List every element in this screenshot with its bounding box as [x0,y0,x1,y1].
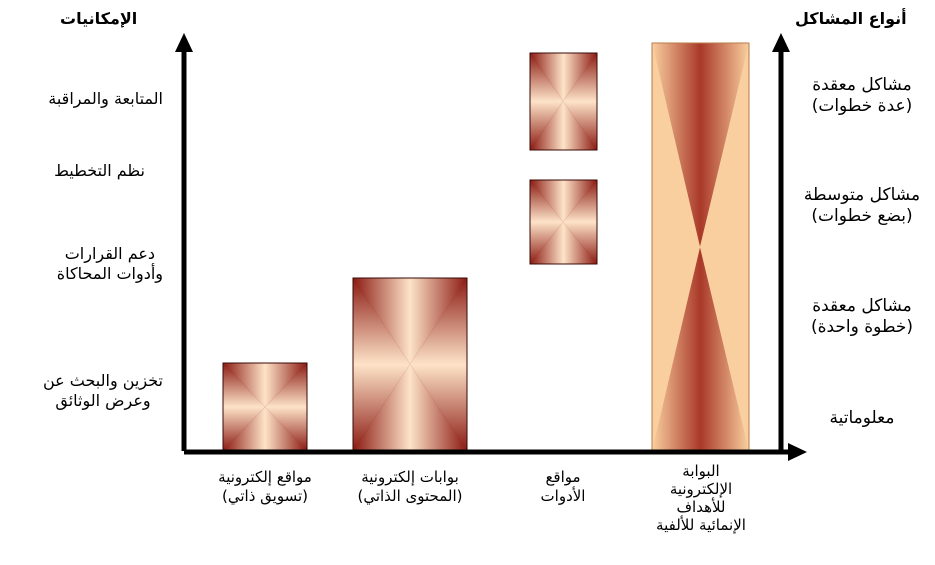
left-axis-arrowhead [175,33,193,52]
box-tool-sites-lower [529,179,598,265]
box-mdg-portal [651,42,750,452]
box-self-marketing-sites [222,362,308,452]
axes [175,33,807,461]
right-label-complex-multistep: مشاكل معقدة (عدة خطوات) [811,75,913,117]
right-axis-arrowhead [772,33,790,52]
right-label-informational: معلوماتية [829,408,895,428]
bottom-label-tool-sites: مواقع الأدوات [540,468,586,505]
horizontal-axis-arrowhead [788,443,807,461]
left-label-document-storage: تخزين والبحث عن وعرض الوثائق [42,371,163,410]
left-label-decision-support: دعم القرارات وأدوات المحاكاة [56,244,163,283]
bottom-label-mdg-portal: البوابة الإلكترونية للأهداف الإنمائية لل… [656,462,746,534]
box-self-content-portals [352,277,468,452]
left-label-planning-systems: نظم التخطيط [54,161,145,180]
box-tool-sites-upper [529,52,598,151]
right-label-complex-onestep: مشاكل معقدة (خطوة واحدة) [810,296,914,338]
bottom-label-self-marketing-sites: مواقع إلكترونية (تسويق ذاتي) [218,468,312,505]
bottom-label-self-content-portals: بوابات إلكترونية (المحتوى الذاتي) [357,468,463,505]
left-label-monitoring: المتابعة والمراقبة [48,89,163,108]
left-axis-title: الإمكانيات [60,9,138,28]
right-axis-title: أنواع المشاكل [795,9,907,28]
right-label-medium-fewsteps: مشاكل متوسطة (بضع خطوات) [803,185,921,227]
